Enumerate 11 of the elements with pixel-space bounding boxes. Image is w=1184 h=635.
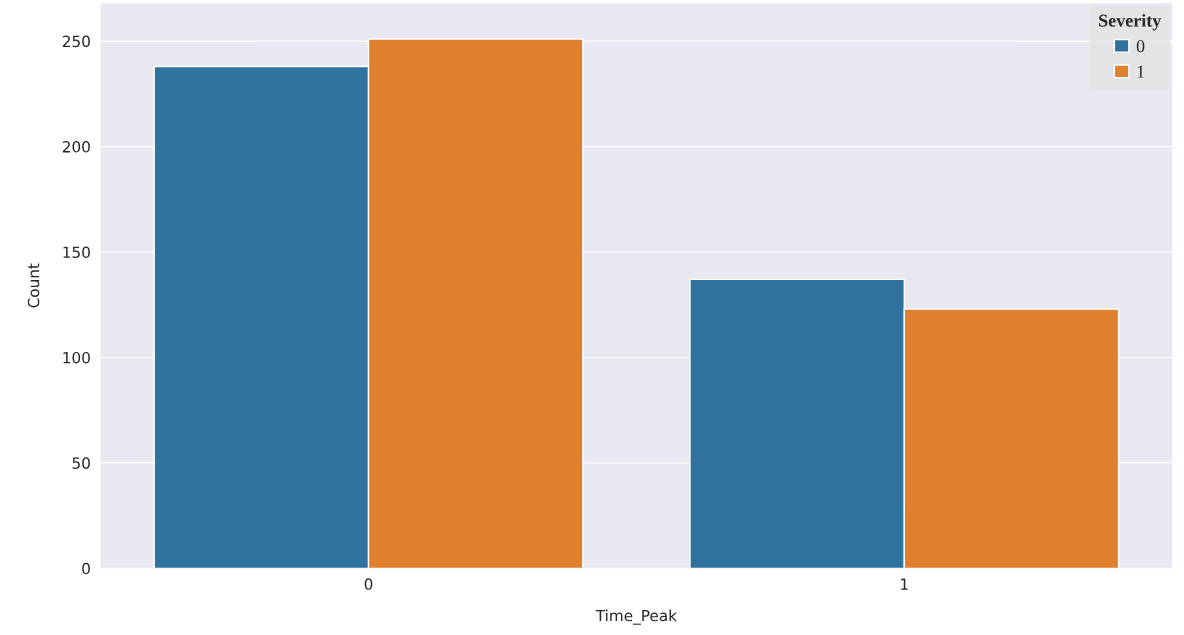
- y-tick-label: 250: [62, 35, 90, 48]
- x-axis-title: Time_Peak: [595, 609, 677, 625]
- legend-title: Severity: [1099, 14, 1162, 31]
- y-tick-label: 100: [63, 351, 90, 364]
- y-tick-label: 50: [72, 457, 90, 469]
- y-tick-label: 200: [62, 141, 90, 153]
- legend-label: 0: [1136, 40, 1145, 53]
- y-tick-label: 0: [82, 562, 90, 575]
- y-tick-label: 150: [63, 246, 90, 259]
- legend-label: 1: [1137, 65, 1145, 78]
- y-axis-title: Count: [27, 263, 40, 308]
